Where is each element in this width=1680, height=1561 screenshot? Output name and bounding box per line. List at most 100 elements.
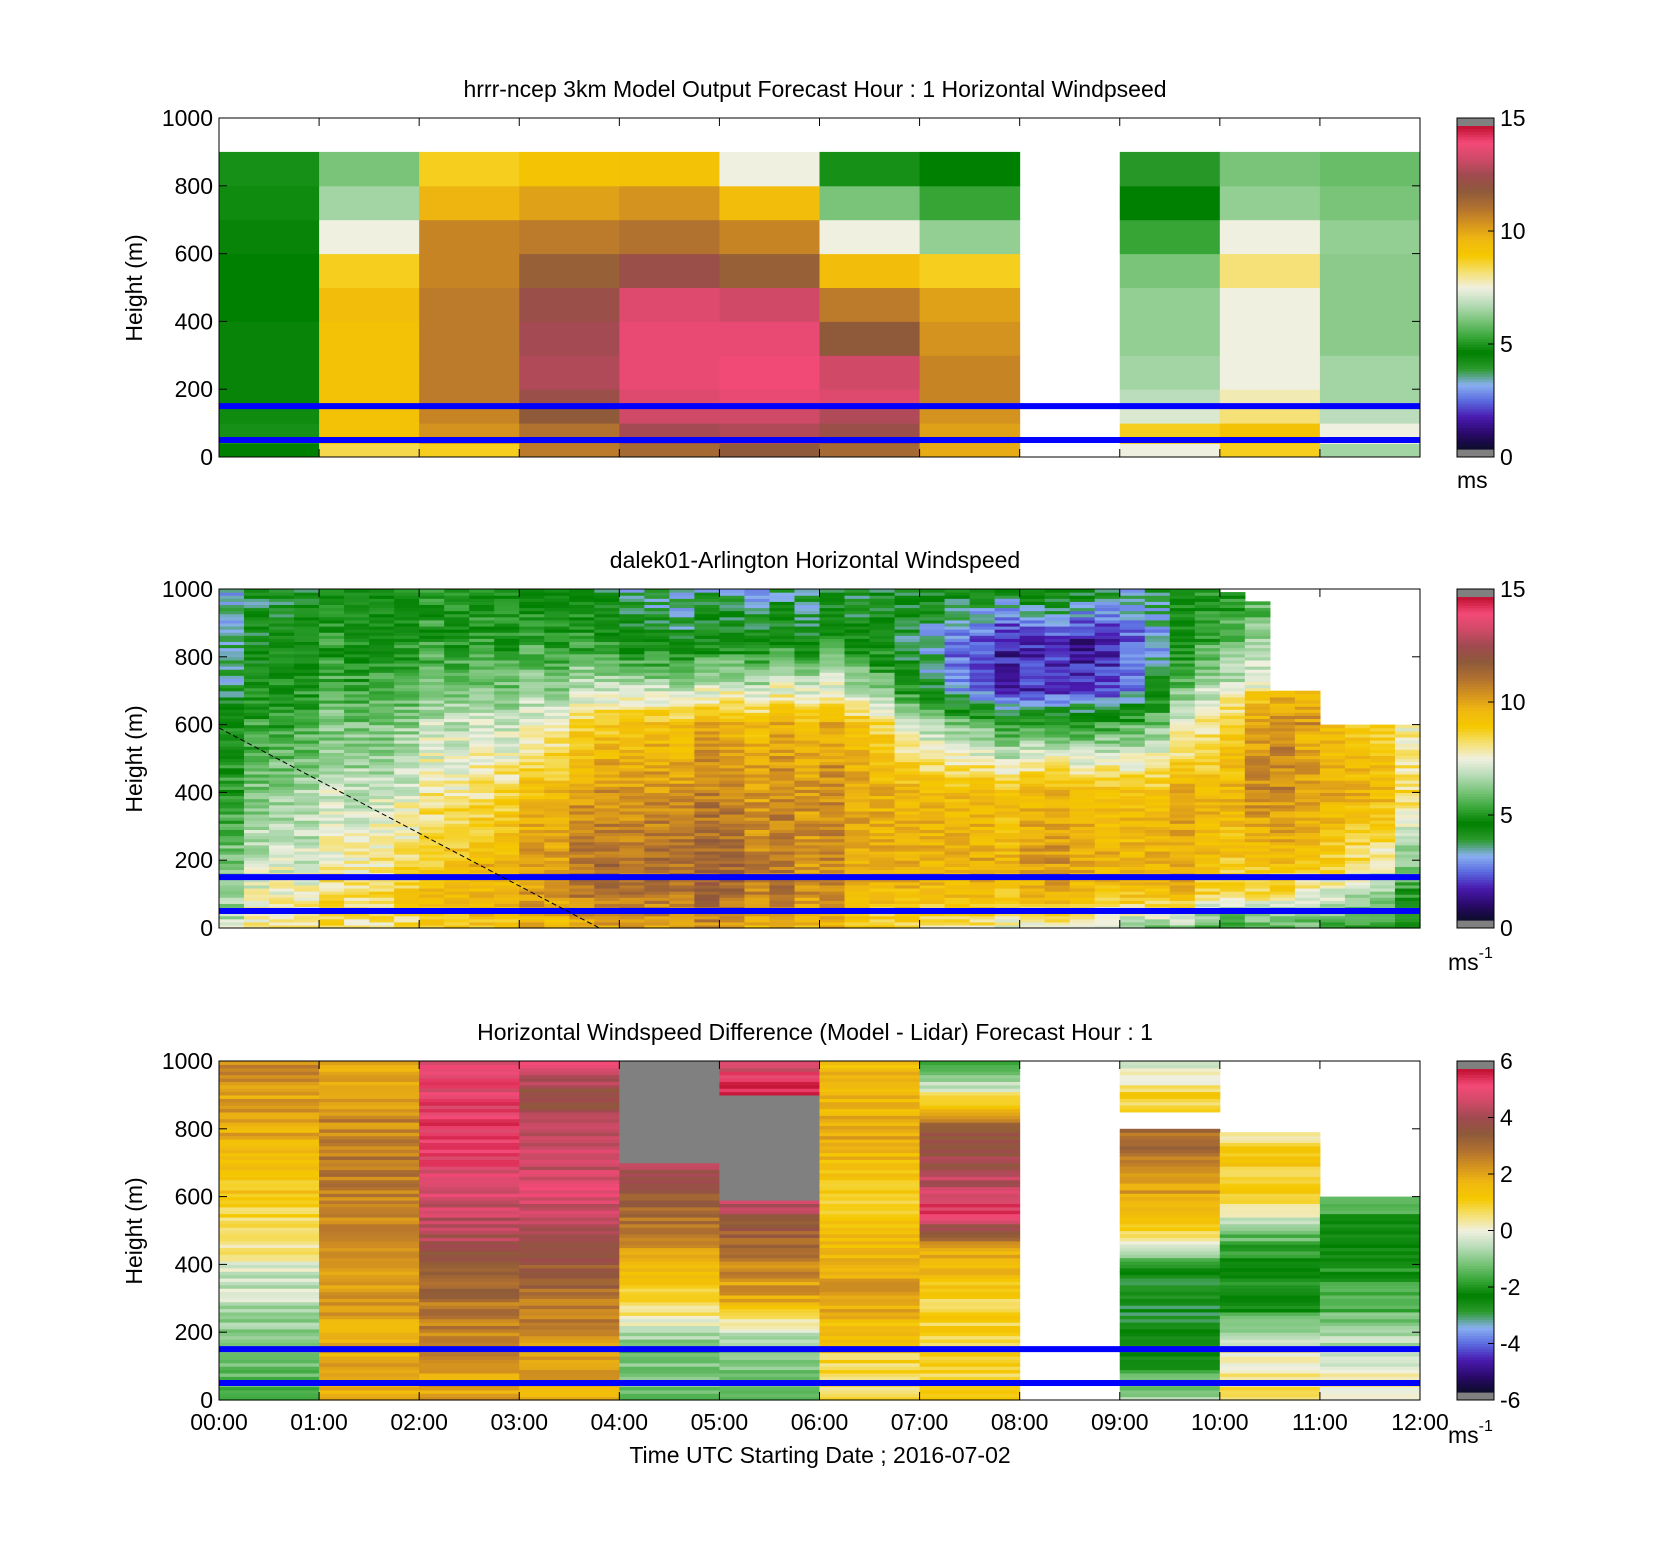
heatmap-cell [994,619,1021,624]
colorbar-swatch [1457,241,1494,246]
colorbar-swatch [1457,287,1494,291]
heatmap-cell [1119,730,1146,735]
heatmap-cell [219,721,245,726]
heatmap-cell [1219,619,1246,624]
heatmap-cell [694,613,721,618]
heatmap-cell [1219,406,1321,424]
heatmap-cell [719,764,746,769]
heatmap-cell [369,662,395,667]
heatmap-cell [419,807,445,812]
heatmap-cell [369,595,395,599]
heatmap-cell [719,389,820,407]
heatmap-cell [1094,644,1121,649]
heatmap-cell [794,817,821,821]
heatmap-cell [469,699,495,704]
heatmap-cell [1169,878,1196,883]
heatmap-cell [344,740,370,744]
heatmap-cell [244,838,270,843]
heatmap-cell [494,817,520,821]
heatmap-cell [369,653,395,658]
heatmap-cell [819,783,846,787]
heatmap-cell [544,687,570,692]
heatmap-cell [744,823,771,827]
heatmap-cell [744,897,771,901]
heatmap-cell [519,253,620,288]
heatmap-cell [269,844,295,849]
heatmap-cell [219,672,245,676]
heatmap-cell [1044,850,1071,855]
heatmap-cell [869,881,896,886]
heatmap-cell [219,900,245,904]
heatmap-cell [894,656,921,661]
heatmap-cell [919,151,1021,187]
heatmap-cell [794,891,821,895]
heatmap-cell [244,644,270,649]
heatmap-cell [1219,185,1321,221]
heatmap-cell [494,770,520,775]
heatmap-cell [619,887,645,892]
heatmap-cell [619,672,645,676]
heatmap-cell [1094,625,1121,630]
heatmap-cell [744,706,771,710]
heatmap-cell [944,894,971,898]
heatmap-cell [619,706,645,710]
heatmap-cell [944,820,971,824]
heatmap-cell [1144,616,1171,621]
heatmap-cell [469,823,495,827]
heatmap-cell [994,604,1021,609]
heatmap-cell [644,780,670,784]
colorbar-swatch [1457,187,1494,192]
heatmap-cell [1019,921,1046,926]
heatmap-cell [1044,897,1071,901]
heatmap-cell [494,863,520,867]
heatmap-cell [294,881,320,886]
heatmap-cell [419,804,445,809]
heatmap-cell [444,764,470,769]
heatmap-cell [844,813,871,818]
heatmap-cell [894,860,921,864]
heatmap-cell [669,835,695,840]
heatmap-cell [619,589,645,593]
heatmap-cell [919,743,946,747]
heatmap-cell [894,604,921,609]
heatmap-cell [1269,878,1296,883]
heatmap-cell [244,924,270,929]
heatmap-cell [919,666,946,670]
heatmap-cell [794,619,821,624]
heatmap-cell [844,823,871,827]
heatmap-cell [344,850,370,855]
heatmap-cell [719,595,746,599]
colorbar-swatch [1457,268,1494,272]
heatmap-cell [994,681,1021,686]
heatmap-cell [244,804,270,809]
heatmap-cell [769,681,796,686]
heatmap-cell [794,598,821,602]
heatmap-cell [944,749,971,753]
heatmap-cell [219,641,245,646]
colorbar-swatch [1457,440,1494,445]
heatmap-cell [894,798,921,803]
heatmap-cell [794,641,821,646]
heatmap-cell [844,924,871,929]
heatmap-cell [1194,881,1221,886]
heatmap-cell [894,730,921,735]
heatmap-cell [644,601,670,606]
heatmap-cell [794,881,821,886]
heatmap-cell [794,740,821,744]
heatmap-cell [694,743,721,747]
heatmap-cell [469,592,495,596]
heatmap-cell [819,619,846,624]
heatmap-cell [394,795,420,800]
heatmap-cell [544,912,570,917]
heatmap-cell [869,832,896,837]
heatmap-cell [844,773,871,778]
heatmap-cell [669,727,695,732]
heatmap-cell [269,647,295,652]
colorbar-swatch [1457,327,1494,332]
heatmap-cell [469,767,495,772]
heatmap-cell [644,860,670,864]
heatmap-cell [319,878,345,883]
heatmap-cell [344,813,370,818]
heatmap-cell [269,776,295,781]
heatmap-cell [394,900,420,904]
